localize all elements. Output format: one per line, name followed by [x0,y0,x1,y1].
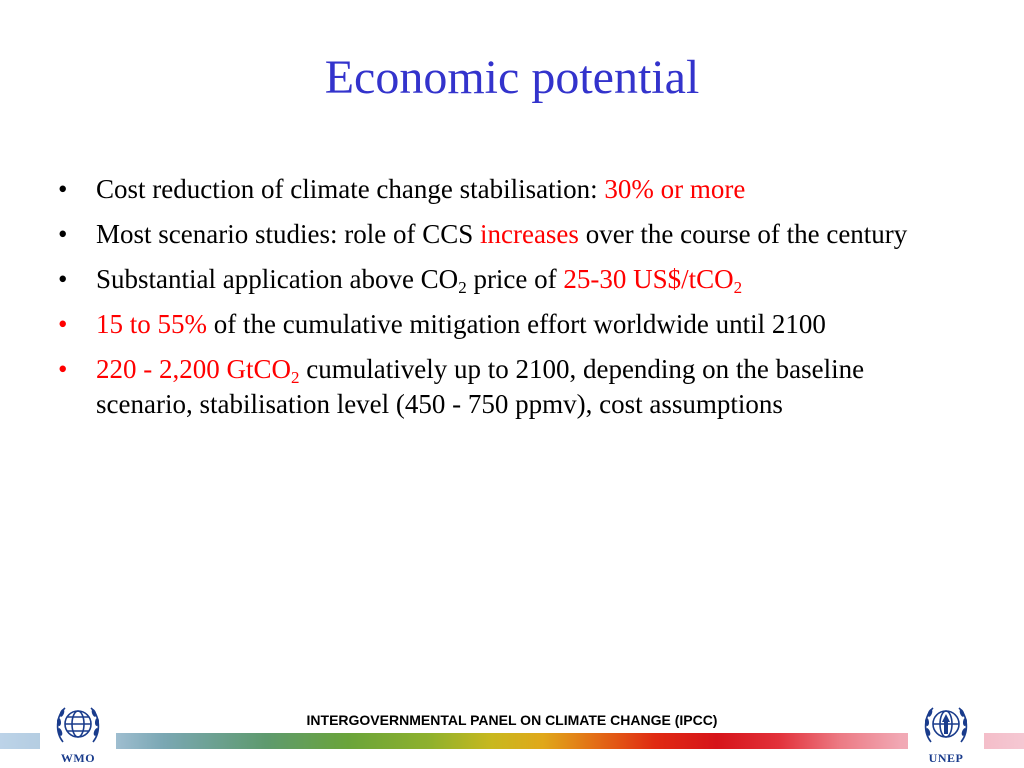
unep-logo: UNEP [908,702,984,768]
bullet-text: cumulatively up to 2100, depending on th… [96,354,865,419]
bullet-highlight: 15 to 55% [96,309,207,339]
footer-organization: INTERGOVERNMENTAL PANEL ON CLIMATE CHANG… [306,712,718,728]
subscript: 2 [733,278,743,297]
unep-emblem-icon [924,707,968,743]
subscript: 2 [458,278,467,297]
slide-footer: INTERGOVERNMENTAL PANEL ON CLIMATE CHANG… [0,700,1024,768]
slide-title: Economic potential [324,51,700,104]
bullet-text: of the cumulative mitigation effort worl… [207,309,826,339]
subscript: 2 [291,368,300,387]
wmo-emblem-icon [56,707,100,743]
bullet-marker: • [58,309,68,339]
bullet-text: Substantial application above CO [96,264,459,294]
wmo-logo: WMO [40,702,116,768]
bullet-highlight: 220 - 2,200 GtCO [96,354,291,384]
bullet-text: Most scenario studies: role of CCS [96,219,480,249]
bullet-marker: • [58,264,68,294]
bullet-text: Cost reduction of climate change stabili… [96,174,605,204]
bullet-marker: • [58,174,68,204]
bullet-text: over the course of the century [578,219,908,249]
bullet-item-co2-price: • Substantial application above CO2 pric… [58,262,958,297]
bullet-item-cumulative-storage: • 220 - 2,200 GtCO2 cumulatively up to 2… [58,352,958,422]
footer-gradient-bar [0,733,1024,749]
bullet-marker: • [58,219,68,249]
bullet-highlight: 25-30 US$/tCO [563,264,734,294]
bullet-text: price of [466,264,564,294]
bullet-highlight: increases [479,219,579,249]
unep-caption: UNEP [928,751,964,765]
bullet-item-ccs-role: • Most scenario studies: role of CCS inc… [58,217,958,252]
bullet-item-cost-reduction: • Cost reduction of climate change stabi… [58,172,958,207]
bullet-marker: • [58,354,68,384]
bullet-highlight: 30% or more [604,174,746,204]
bullet-list: • Cost reduction of climate change stabi… [58,172,958,432]
wmo-caption: WMO [60,751,96,765]
bullet-item-mitigation-share: • 15 to 55% of the cumulative mitigation… [58,307,958,342]
